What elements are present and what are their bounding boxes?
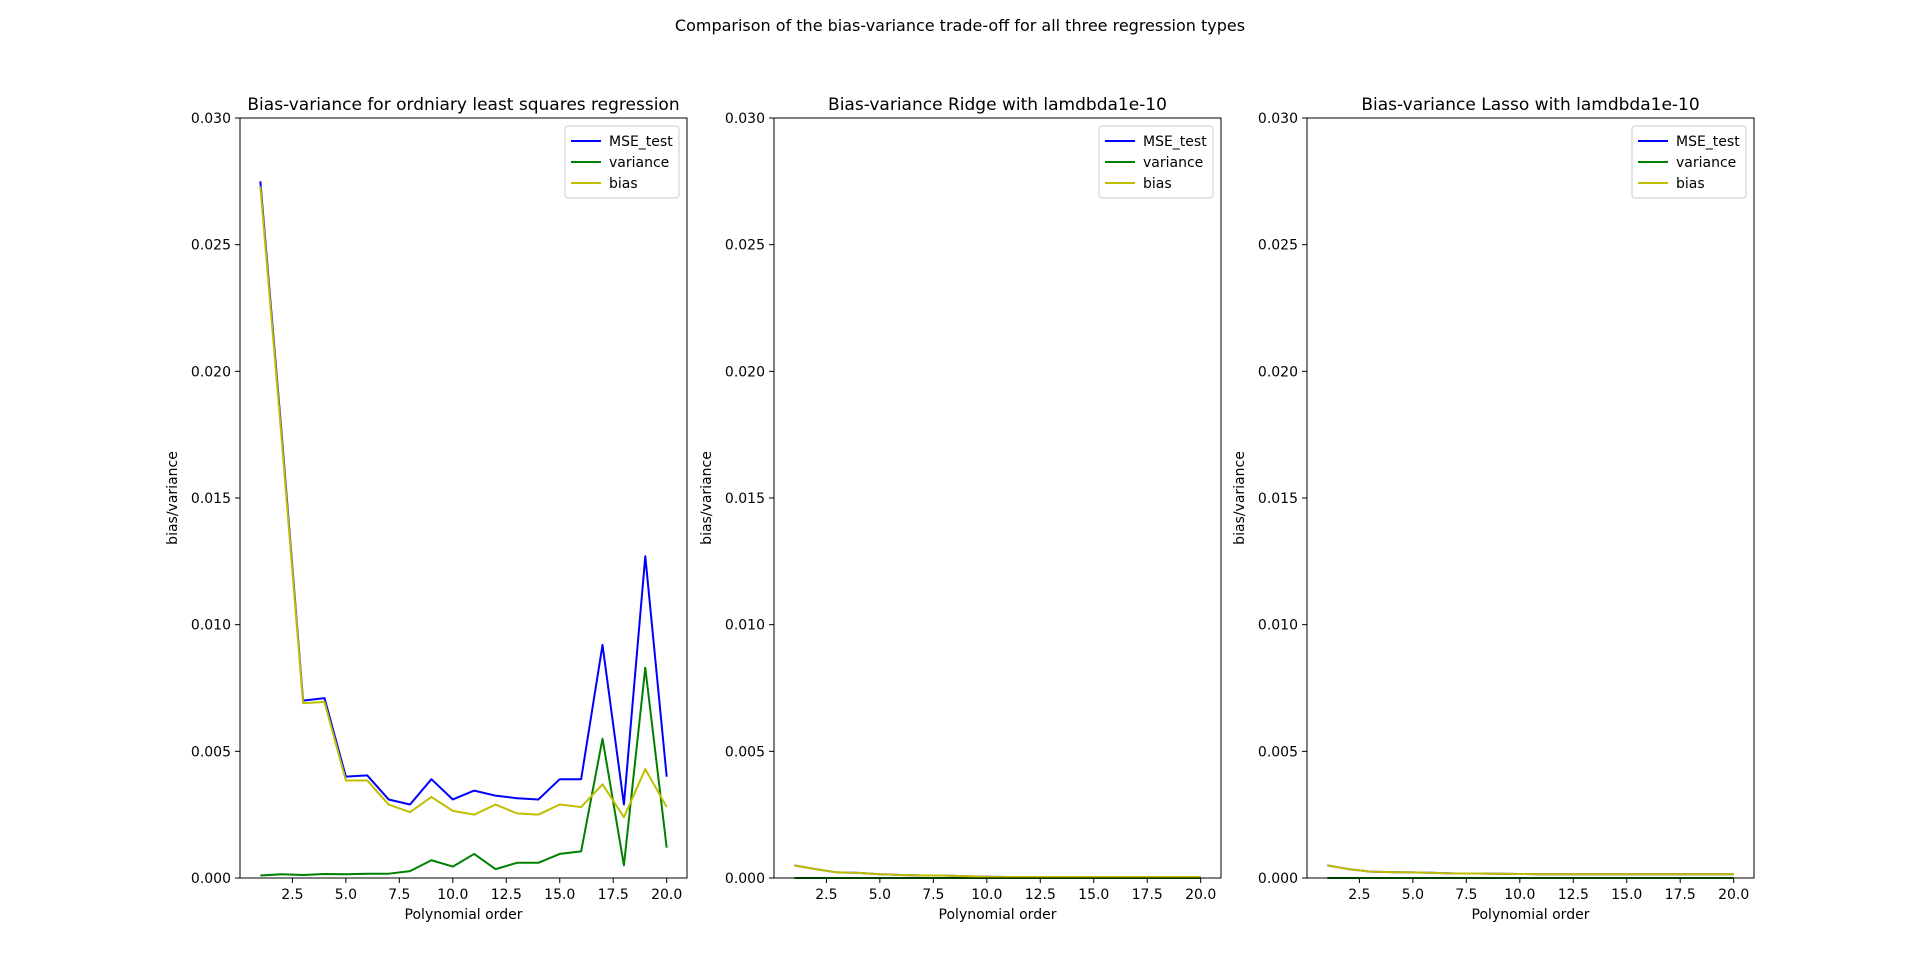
y-tick-label: 0.000 [725,871,765,887]
x-tick-label: 17.5 [598,887,629,903]
x-tick-label: 20.0 [651,887,682,903]
x-tick-label: 12.5 [1558,887,1589,903]
series-line-variance [260,666,668,877]
legend-label: bias [609,176,638,192]
legend: MSE_test variance bias [1098,125,1214,199]
axes-frame [239,117,688,879]
y-tick-label: 0.030 [725,111,765,127]
y-tick-label: 0.015 [191,491,231,507]
y-axis-label: bias/variance [1232,451,1248,545]
y-tick-label: 0.005 [191,744,231,760]
legend-label: MSE_test [609,134,673,150]
legend-box [1098,125,1214,199]
y-axis-label: bias/variance [165,451,181,545]
legend-label: variance [1676,155,1736,171]
legend-label: variance [1143,155,1203,171]
y-tick-label: 0.000 [191,871,231,887]
figure-suptitle: Comparison of the bias-variance trade-of… [674,16,1246,35]
x-tick-label: 7.5 [388,887,410,903]
x-tick-label: 12.5 [1025,887,1056,903]
x-axis-label: Polynomial order [939,907,1057,923]
x-tick-label: 10.0 [1504,887,1535,903]
subplot-2: 2.5 5.0 7.5 10.0 12.5 15.0 17.5 20.0 0.000 0.005 0… [699,95,1222,923]
y-tick-label: 0.010 [1258,618,1298,634]
y-tick-label: 0.005 [1258,744,1298,760]
y-tick-label: 0.010 [191,618,231,634]
x-tick-label: 2.5 [1348,887,1370,903]
x-tick-label: 10.0 [437,887,468,903]
x-axis-label: Polynomial order [1472,907,1590,923]
axes-frame [773,117,1222,879]
subplot-title: Bias-variance Ridge with lamdbda1e-10 [828,95,1167,115]
y-tick-label: 0.020 [191,364,231,380]
legend-label: bias [1143,176,1172,192]
series-line-mse-test [794,864,1201,878]
x-tick-label: 17.5 [1132,887,1163,903]
y-tick-label: 0.025 [725,238,765,254]
y-tick-label: 0.015 [725,491,765,507]
x-tick-label: 20.0 [1185,887,1216,903]
x-tick-label: 10.0 [971,887,1002,903]
y-tick-label: 0.015 [1258,491,1298,507]
y-axis-label: bias/variance [699,451,715,545]
y-tick-label: 0.010 [725,618,765,634]
legend-label: bias [1676,176,1705,192]
x-tick-label: 7.5 [922,887,944,903]
x-tick-label: 12.5 [491,887,522,903]
x-tick-label: 15.0 [544,887,575,903]
x-tick-label: 2.5 [281,887,303,903]
legend-label: variance [609,155,669,171]
legend-label: MSE_test [1143,134,1207,150]
y-tick-label: 0.020 [725,364,765,380]
x-tick-label: 2.5 [815,887,837,903]
y-tick-label: 0.025 [1258,238,1298,254]
x-tick-label: 17.5 [1665,887,1696,903]
subplot-3: 2.5 5.0 7.5 10.0 12.5 15.0 17.5 20.0 0.000 0.005 0… [1232,95,1755,923]
x-axis-label: Polynomial order [405,907,523,923]
subplot-1: 2.5 5.0 7.5 10.0 12.5 15.0 17.5 20.0 0.000 0.005 0… [165,95,688,923]
legend: MSE_test variance bias [564,125,680,199]
x-tick-label: 15.0 [1078,887,1109,903]
series-line-mse-test [259,181,668,806]
subplot-title: Bias-variance Lasso with lamdbda1e-10 [1361,95,1699,115]
y-tick-label: 0.025 [191,238,231,254]
x-tick-label: 5.0 [1402,887,1424,903]
y-tick-label: 0.020 [1258,364,1298,380]
legend-label: MSE_test [1676,134,1740,150]
legend: MSE_test variance bias [1631,125,1747,199]
axes-frame [1306,117,1755,879]
legend-box [564,125,680,199]
y-tick-label: 0.030 [191,111,231,127]
y-tick-label: 0.030 [1258,111,1298,127]
series-line-bias [1327,864,1734,876]
x-tick-label: 5.0 [335,887,357,903]
x-tick-label: 7.5 [1455,887,1477,903]
x-tick-label: 5.0 [869,887,891,903]
subplot-title: Bias-variance for ordniary least squares… [247,95,679,115]
y-tick-label: 0.000 [1258,871,1298,887]
series-line-bias [794,864,1201,878]
x-tick-label: 20.0 [1718,887,1749,903]
series-line-bias [259,186,668,819]
y-tick-label: 0.005 [725,744,765,760]
x-tick-label: 15.0 [1611,887,1642,903]
legend-box [1631,125,1747,199]
